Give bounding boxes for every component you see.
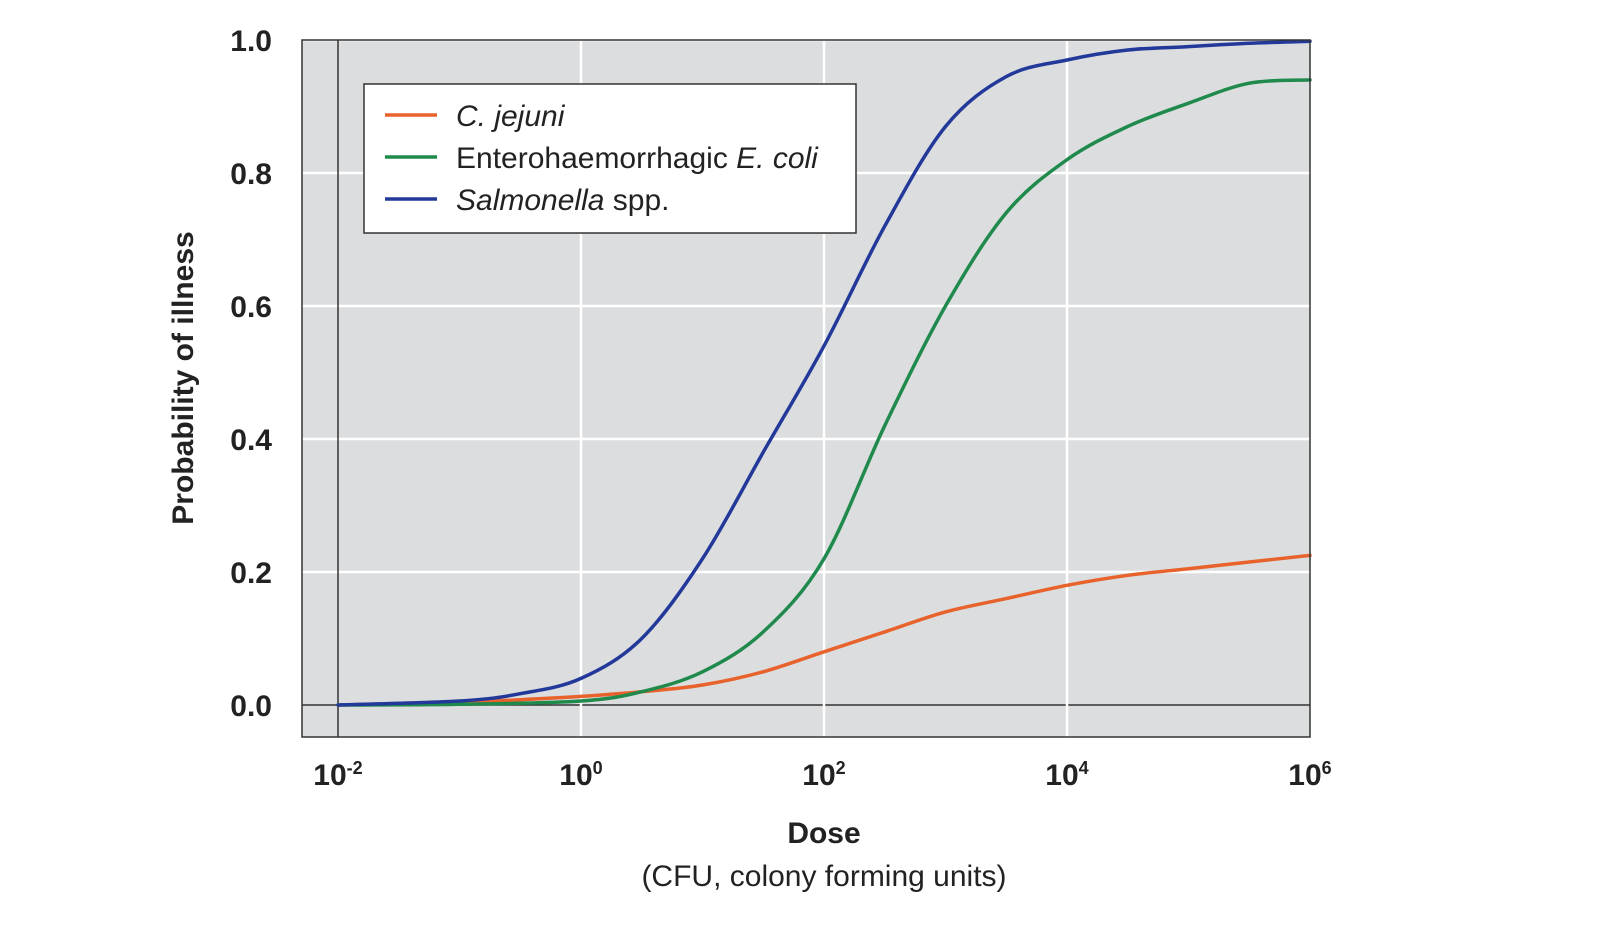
series-line-cjejuni <box>336 553 1312 707</box>
y-tick-label: 0.4 <box>230 424 272 457</box>
x-tick-label: 102 <box>802 758 845 792</box>
y-tick-label: 0.2 <box>230 557 272 590</box>
x-axis-ticks: 10-2 100 102 104 106 <box>313 758 1331 792</box>
y-tick-label: 1.0 <box>230 25 272 58</box>
legend: C. jejuni Enterohaemorrhagic E. coli Salmo… <box>363 83 857 234</box>
legend-box <box>363 83 857 234</box>
series-layer <box>336 39 1312 707</box>
y-tick-label: 0.6 <box>230 291 272 324</box>
y-tick-label: 0.8 <box>230 158 272 191</box>
x-axis-sublabel: (CFU, colony forming units) <box>641 860 1006 893</box>
series-line-salmonella <box>336 39 1312 707</box>
y-tick-label: 0.0 <box>230 690 272 723</box>
legend-label-cjejuni: C. jejuni <box>456 100 566 133</box>
legend-label-ecoli: Enterohaemorrhagic E. coli <box>456 142 819 175</box>
x-axis-label: Dose <box>787 817 860 850</box>
y-axis-label: Probability of illness <box>167 231 200 524</box>
x-tick-label: 100 <box>559 758 602 792</box>
series-line-ecoli <box>336 78 1312 707</box>
plot-frame <box>301 39 1311 738</box>
y-axis-ticks: 0.0 0.2 0.4 0.6 0.8 1.0 <box>230 25 272 723</box>
x-tick-label: 106 <box>1288 758 1331 792</box>
legend-label-salmonella: Salmonella spp. <box>456 184 669 217</box>
x-tick-label: 10-2 <box>313 758 362 792</box>
x-tick-label: 104 <box>1045 758 1088 792</box>
